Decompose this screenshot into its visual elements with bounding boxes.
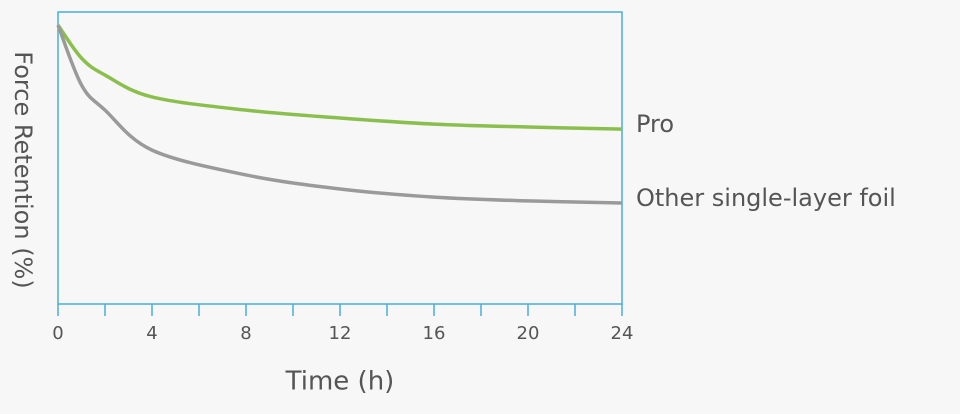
x-tick-label: 0 [52, 323, 63, 344]
series-label: Pro [636, 110, 674, 138]
x-tick-label: 8 [240, 323, 251, 344]
x-tick-label: 20 [517, 323, 540, 344]
series-line [56, 24, 623, 205]
x-tick-label: 16 [423, 323, 446, 344]
x-axis-label: Time (h) [285, 367, 395, 397]
series-line [56, 24, 623, 131]
series-label: Other single-layer foil [636, 184, 896, 212]
plot-frame [57, 11, 623, 305]
x-tick-label: 4 [146, 323, 157, 344]
x-tick-label: 24 [611, 323, 634, 344]
y-axis-label: Force Retention (%) [9, 51, 37, 288]
x-tick-label: 12 [329, 323, 352, 344]
